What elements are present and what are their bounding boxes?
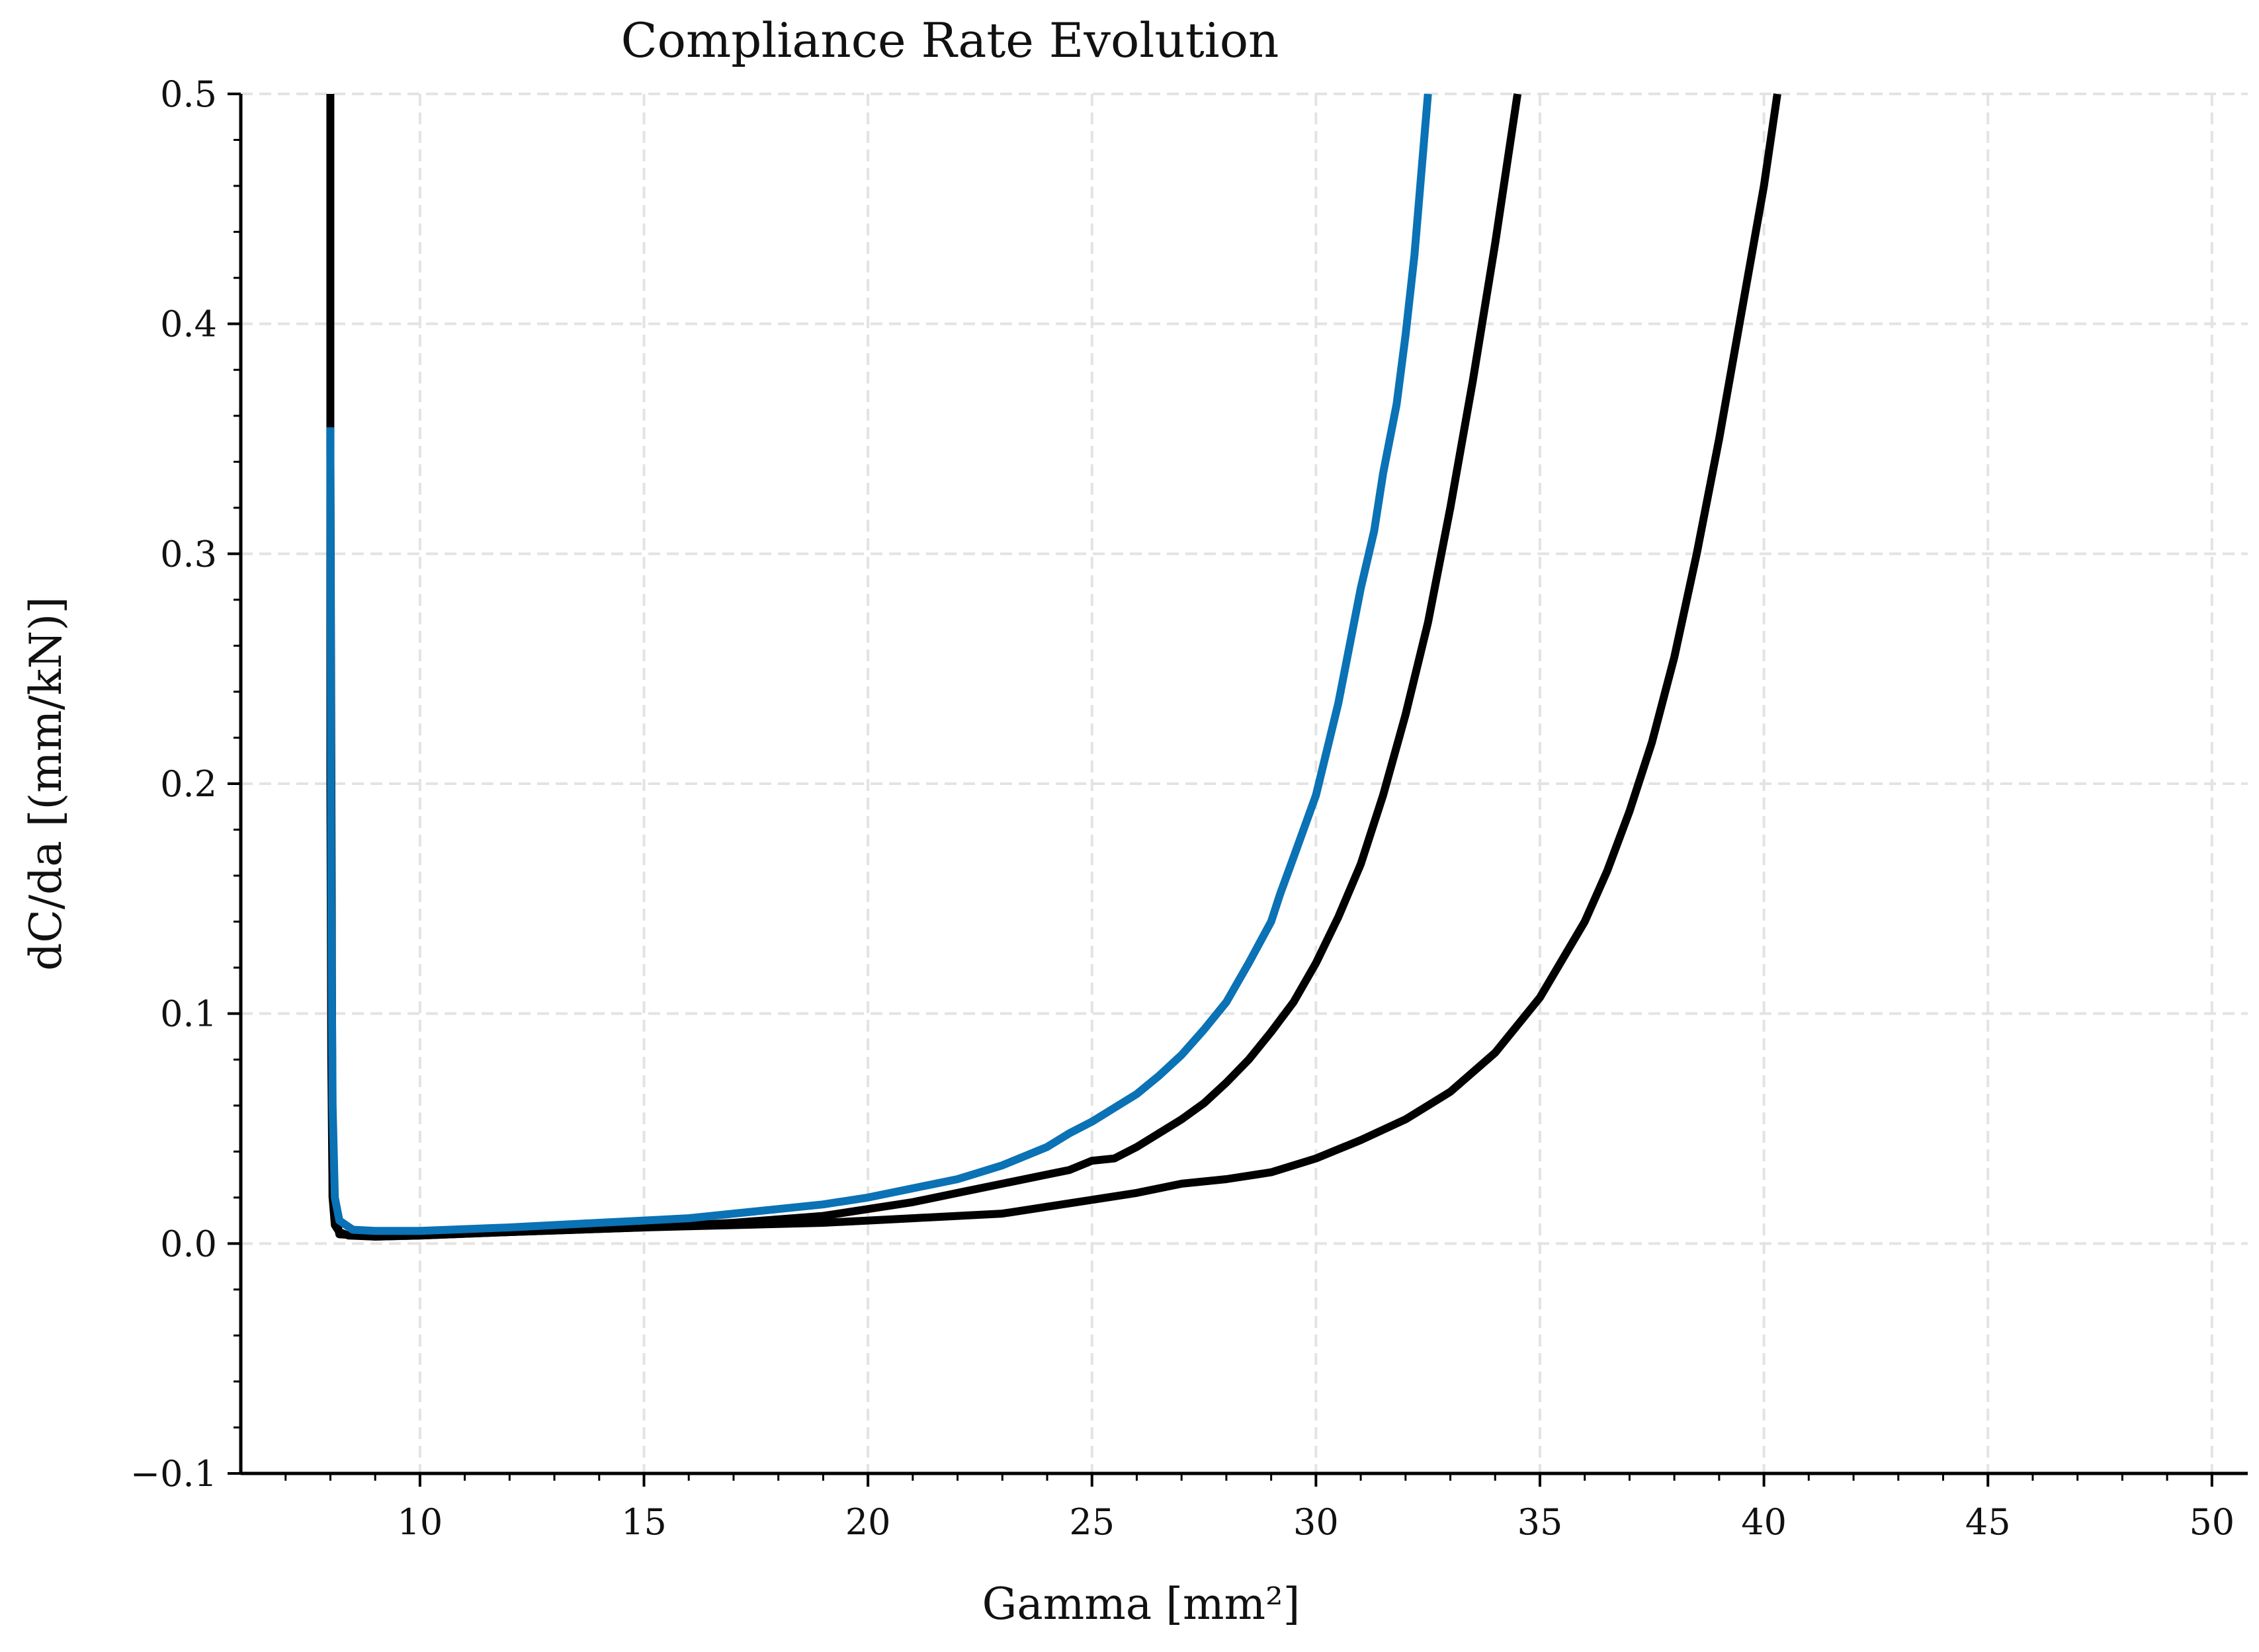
x-tick-label: 25 — [1069, 1501, 1115, 1543]
y-tick-label: 0.0 — [160, 1223, 217, 1264]
y-tick-label: 0.2 — [160, 763, 217, 805]
series-group — [326, 93, 1781, 1241]
x-tick-label: 15 — [621, 1501, 667, 1543]
chart-title: Compliance Rate Evolution — [621, 13, 1279, 68]
y-tick-label: 0.3 — [160, 533, 217, 575]
ticks: 10 15 20 25 30 35 40 45 50 −0.1 0.0 0.1 0.2 0.3 0.4 0.5 — [130, 73, 2235, 1543]
y-tick-label: 0.5 — [160, 73, 217, 115]
x-tick-label: 45 — [1965, 1501, 2011, 1543]
y-tick-label: −0.1 — [130, 1453, 217, 1495]
y-axis-label: dC/da [(mm/kN)] — [21, 597, 71, 971]
x-axis-label: Gamma [mm²] — [982, 1579, 1300, 1630]
y-tick-label: 0.4 — [160, 304, 217, 345]
series-line-2 — [326, 93, 1781, 1241]
x-tick-label: 35 — [1517, 1501, 1563, 1543]
y-tick-label: 0.1 — [160, 993, 217, 1035]
x-tick-label: 40 — [1741, 1501, 1787, 1543]
x-tick-label: 10 — [398, 1501, 443, 1543]
x-tick-label: 20 — [845, 1501, 891, 1543]
x-tick-label: 50 — [2189, 1501, 2235, 1543]
grid — [241, 93, 2248, 1475]
series-line-3 — [326, 93, 1432, 1235]
series-line-1 — [326, 93, 1522, 1241]
x-tick-label: 30 — [1293, 1501, 1339, 1543]
